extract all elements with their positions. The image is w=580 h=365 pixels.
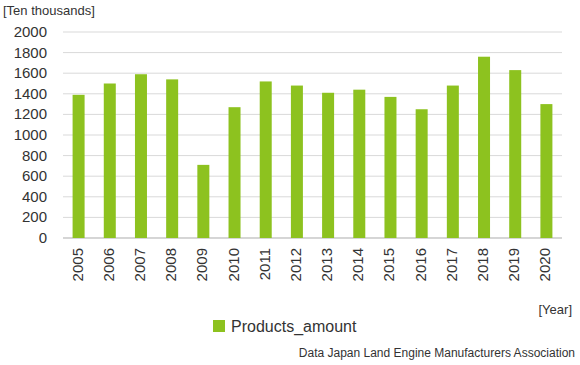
y-tick-label: 400 xyxy=(22,188,47,205)
x-tick-label: 2013 xyxy=(318,248,335,281)
bar xyxy=(447,86,459,238)
x-tick-label: 2017 xyxy=(443,248,460,281)
x-tick-label: 2005 xyxy=(69,248,86,281)
bar xyxy=(197,165,209,238)
y-tick-label: 1800 xyxy=(14,44,47,61)
bars xyxy=(73,57,553,238)
x-tick-label: 2010 xyxy=(225,248,242,281)
x-tick-label: 2020 xyxy=(536,248,553,281)
bar xyxy=(135,74,147,238)
bar xyxy=(384,97,396,238)
bar xyxy=(540,104,552,238)
source-note: Data Japan Land Engine Manufacturers Ass… xyxy=(299,346,575,360)
x-tick-label: 2009 xyxy=(193,248,210,281)
bar xyxy=(229,107,241,238)
y-tick-label: 0 xyxy=(39,229,47,246)
x-tick-label: 2006 xyxy=(100,248,117,281)
y-tick-label: 1400 xyxy=(14,85,47,102)
y-tick-label: 600 xyxy=(22,167,47,184)
chart: 0 200 400 600 800 1000 1200 1400 1600 1800 2000 200… xyxy=(0,0,580,365)
bar xyxy=(104,84,116,239)
x-tick-label: 2014 xyxy=(349,248,366,281)
x-axis-label: [Year] xyxy=(539,302,573,317)
legend-swatch xyxy=(213,320,225,332)
x-tick-label: 2016 xyxy=(412,248,429,281)
x-tick-label: 2019 xyxy=(505,248,522,281)
bar xyxy=(166,79,178,238)
x-tick-label: 2018 xyxy=(474,248,491,281)
x-tick-label: 2007 xyxy=(131,248,148,281)
bar xyxy=(416,109,428,238)
bar xyxy=(322,93,334,238)
x-tick-label: 2011 xyxy=(256,248,273,280)
y-tick-label: 800 xyxy=(22,147,47,164)
x-tick-label: 2012 xyxy=(287,248,304,281)
bar xyxy=(478,57,490,238)
y-axis-label: [Ten thousands] xyxy=(3,3,95,18)
y-tick-label: 1200 xyxy=(14,105,47,122)
x-tick-label: 2015 xyxy=(380,248,397,281)
bar xyxy=(353,90,365,238)
bar xyxy=(260,81,272,238)
y-tick-label: 1000 xyxy=(14,126,47,143)
x-tick-label: 2008 xyxy=(162,248,179,281)
legend-label: Products_amount xyxy=(231,318,357,336)
bar xyxy=(509,70,521,238)
grid-line xyxy=(63,52,562,53)
y-tick-label: 2000 xyxy=(14,23,47,40)
grid-line xyxy=(63,32,562,33)
bar xyxy=(291,86,303,238)
y-tick-label: 1600 xyxy=(14,64,47,81)
y-tick-label: 200 xyxy=(22,208,47,225)
bar xyxy=(73,95,85,238)
